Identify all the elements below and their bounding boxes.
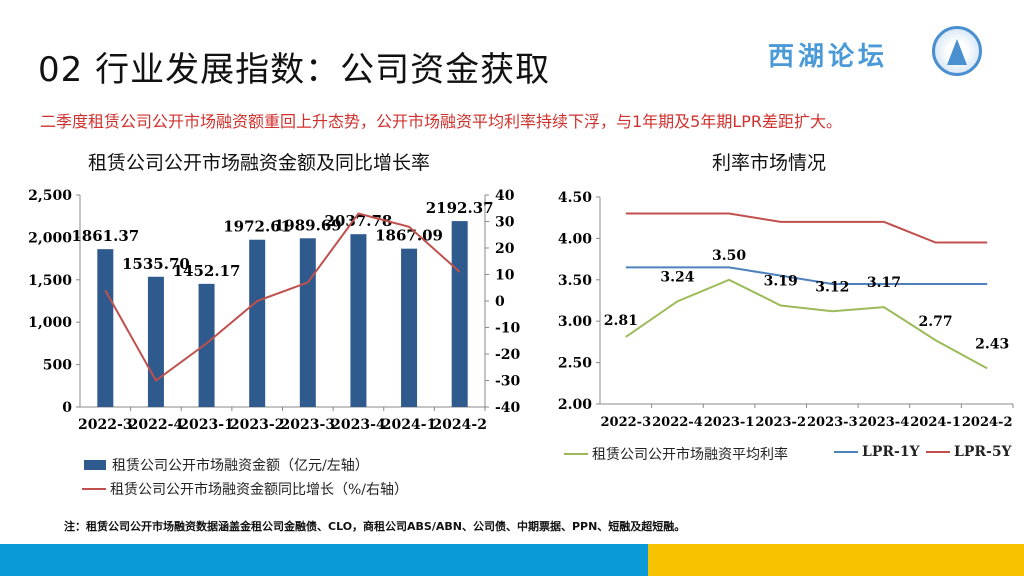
x-tick-label: 2023-4 <box>331 417 386 433</box>
legend-bar-label: 租赁公司公开市场融资金额（亿元/左轴） <box>112 458 369 474</box>
legend-lpr1y-label: LPR-1Y <box>862 444 920 460</box>
right-tick-label: -10 <box>495 321 520 337</box>
y-tick-label: 3.00 <box>558 314 592 330</box>
rate-data-label: 3.19 <box>764 273 798 289</box>
bar <box>299 238 316 407</box>
bar-data-label: 1972.61 <box>223 218 291 236</box>
rate-data-label: 3.17 <box>867 275 901 291</box>
legend-growth: 租赁公司公开市场融资金额同比增长（%/右轴） <box>82 479 408 499</box>
left-tick-label: 1,000 <box>28 315 72 331</box>
legend-growth-label: 租赁公司公开市场融资金额同比增长（%/右轴） <box>110 482 409 498</box>
bar-data-label: 1452.17 <box>173 262 241 280</box>
bar-data-label: 2037.78 <box>325 212 393 230</box>
x-tick-label: 2024-1 <box>910 415 961 430</box>
legend-avg-label: 租赁公司公开市场融资平均利率 <box>592 447 788 463</box>
x-tick-label: 2023-4 <box>859 415 910 430</box>
left-tick-label: 2,000 <box>28 230 72 246</box>
left-chart: 0 500 1,000 1,500 2,000 2,500 -40 -30 -20 -10 0 10 2… <box>28 188 520 433</box>
left-tick-label: 500 <box>43 358 72 374</box>
right-tick-label: -40 <box>495 400 520 416</box>
bar-data-label: 1867.09 <box>375 227 443 245</box>
x-tick-label: 2023-3 <box>807 415 858 430</box>
rate-data-label: 3.24 <box>660 269 694 285</box>
footer-band-blue <box>0 544 648 576</box>
x-tick-label: 2023-1 <box>704 415 755 430</box>
rate-data-label: 2.81 <box>604 313 638 329</box>
y-tick-label: 2.00 <box>558 397 592 413</box>
bar <box>97 249 114 407</box>
lpr-1y-line <box>625 266 988 285</box>
y-tick-label: 3.50 <box>558 273 592 289</box>
right-tick-label: 0 <box>495 294 505 310</box>
legend-lpr1y-swatch <box>834 451 858 453</box>
legend-avg-swatch <box>564 453 588 455</box>
legend-avg-rate: 租赁公司公开市场融资平均利率 <box>564 444 788 464</box>
right-tick-label: 20 <box>495 241 515 257</box>
right-tick-label: -30 <box>495 374 520 390</box>
lpr-5y-line <box>625 212 988 244</box>
bar <box>198 283 215 407</box>
left-chart-title: 租赁公司公开市场融资金额及同比增长率 <box>88 152 431 174</box>
page-subtitle: 二季度租赁公司公开市场融资额重回上升态势，公开市场融资平均利率持续下浮，与1年期… <box>40 112 843 131</box>
bar <box>451 221 468 407</box>
bar <box>401 248 418 407</box>
left-tick-label: 2,500 <box>28 188 72 204</box>
rate-data-label: 2.43 <box>975 336 1009 352</box>
right-tick-label: 30 <box>495 215 515 231</box>
legend-lpr5y-swatch <box>926 451 950 453</box>
avg-rate-line <box>625 278 988 370</box>
x-tick-label: 2024-1 <box>382 417 437 433</box>
logo-text: 西湖论坛 <box>768 42 889 72</box>
x-tick-label: 2023-1 <box>179 417 234 433</box>
bar-data-label: 1861.37 <box>71 227 139 245</box>
x-tick-label: 2022-4 <box>652 415 703 430</box>
x-tick-label: 2022-3 <box>78 417 133 433</box>
bar-data-label: 1535.70 <box>122 255 190 273</box>
rate-data-label: 3.12 <box>815 279 849 295</box>
legend-lpr5y-label: LPR-5Y <box>954 444 1012 460</box>
left-tick-label: 0 <box>62 400 72 416</box>
growth-line <box>104 212 461 382</box>
x-tick-label: 2023-2 <box>755 415 806 430</box>
left-tick-label: 1,500 <box>28 273 72 289</box>
y-tick-label: 2.50 <box>558 356 592 372</box>
legend-lpr1y: LPR-1Y <box>834 444 920 460</box>
y-tick-label: 4.50 <box>558 190 592 206</box>
bar <box>147 276 164 407</box>
x-tick-label: 2024-2 <box>962 415 1013 430</box>
x-tick-label: 2024-2 <box>432 417 487 433</box>
right-tick-label: 10 <box>495 268 515 284</box>
rate-data-label: 2.77 <box>919 314 953 330</box>
right-chart-title: 利率市场情况 <box>712 152 827 174</box>
footnote: 注：租赁公司公开市场融资数据涵盖金租公司金融债、CLO，商租公司ABS/ABN、… <box>64 520 686 533</box>
legend-bar-swatch <box>84 460 106 470</box>
page-title: 02 行业发展指数：公司资金获取 <box>38 50 551 90</box>
legend-growth-swatch <box>82 488 106 490</box>
right-tick-label: -20 <box>495 347 520 363</box>
x-tick-label: 2023-2 <box>230 417 285 433</box>
bar-data-label: 1989.69 <box>274 216 342 234</box>
bar <box>350 234 367 407</box>
rate-data-label: 3.50 <box>712 248 746 264</box>
bar-data-label: 2192.37 <box>426 199 494 217</box>
x-tick-label: 2022-4 <box>129 417 184 433</box>
y-tick-label: 4.00 <box>558 231 592 247</box>
right-tick-label: 40 <box>495 188 515 204</box>
footer-band-yellow <box>648 544 1024 576</box>
x-tick-label: 2022-3 <box>601 415 652 430</box>
x-tick-label: 2023-3 <box>281 417 336 433</box>
legend-lpr5y: LPR-5Y <box>926 444 1012 460</box>
logo-seal-icon <box>932 26 982 76</box>
bar <box>249 239 266 407</box>
legend-bar: 租赁公司公开市场融资金额（亿元/左轴） <box>84 455 369 475</box>
